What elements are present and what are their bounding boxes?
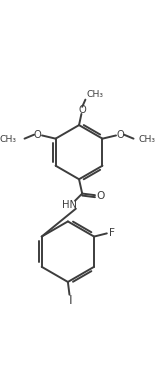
- Text: I: I: [69, 294, 72, 307]
- Text: F: F: [109, 227, 115, 238]
- Text: O: O: [96, 191, 105, 201]
- Text: O: O: [33, 130, 41, 139]
- Text: CH₃: CH₃: [0, 135, 17, 144]
- Text: CH₃: CH₃: [138, 135, 155, 144]
- Text: CH₃: CH₃: [87, 90, 104, 99]
- Text: O: O: [117, 130, 125, 139]
- Text: O: O: [78, 105, 86, 115]
- Text: HN: HN: [62, 200, 77, 210]
